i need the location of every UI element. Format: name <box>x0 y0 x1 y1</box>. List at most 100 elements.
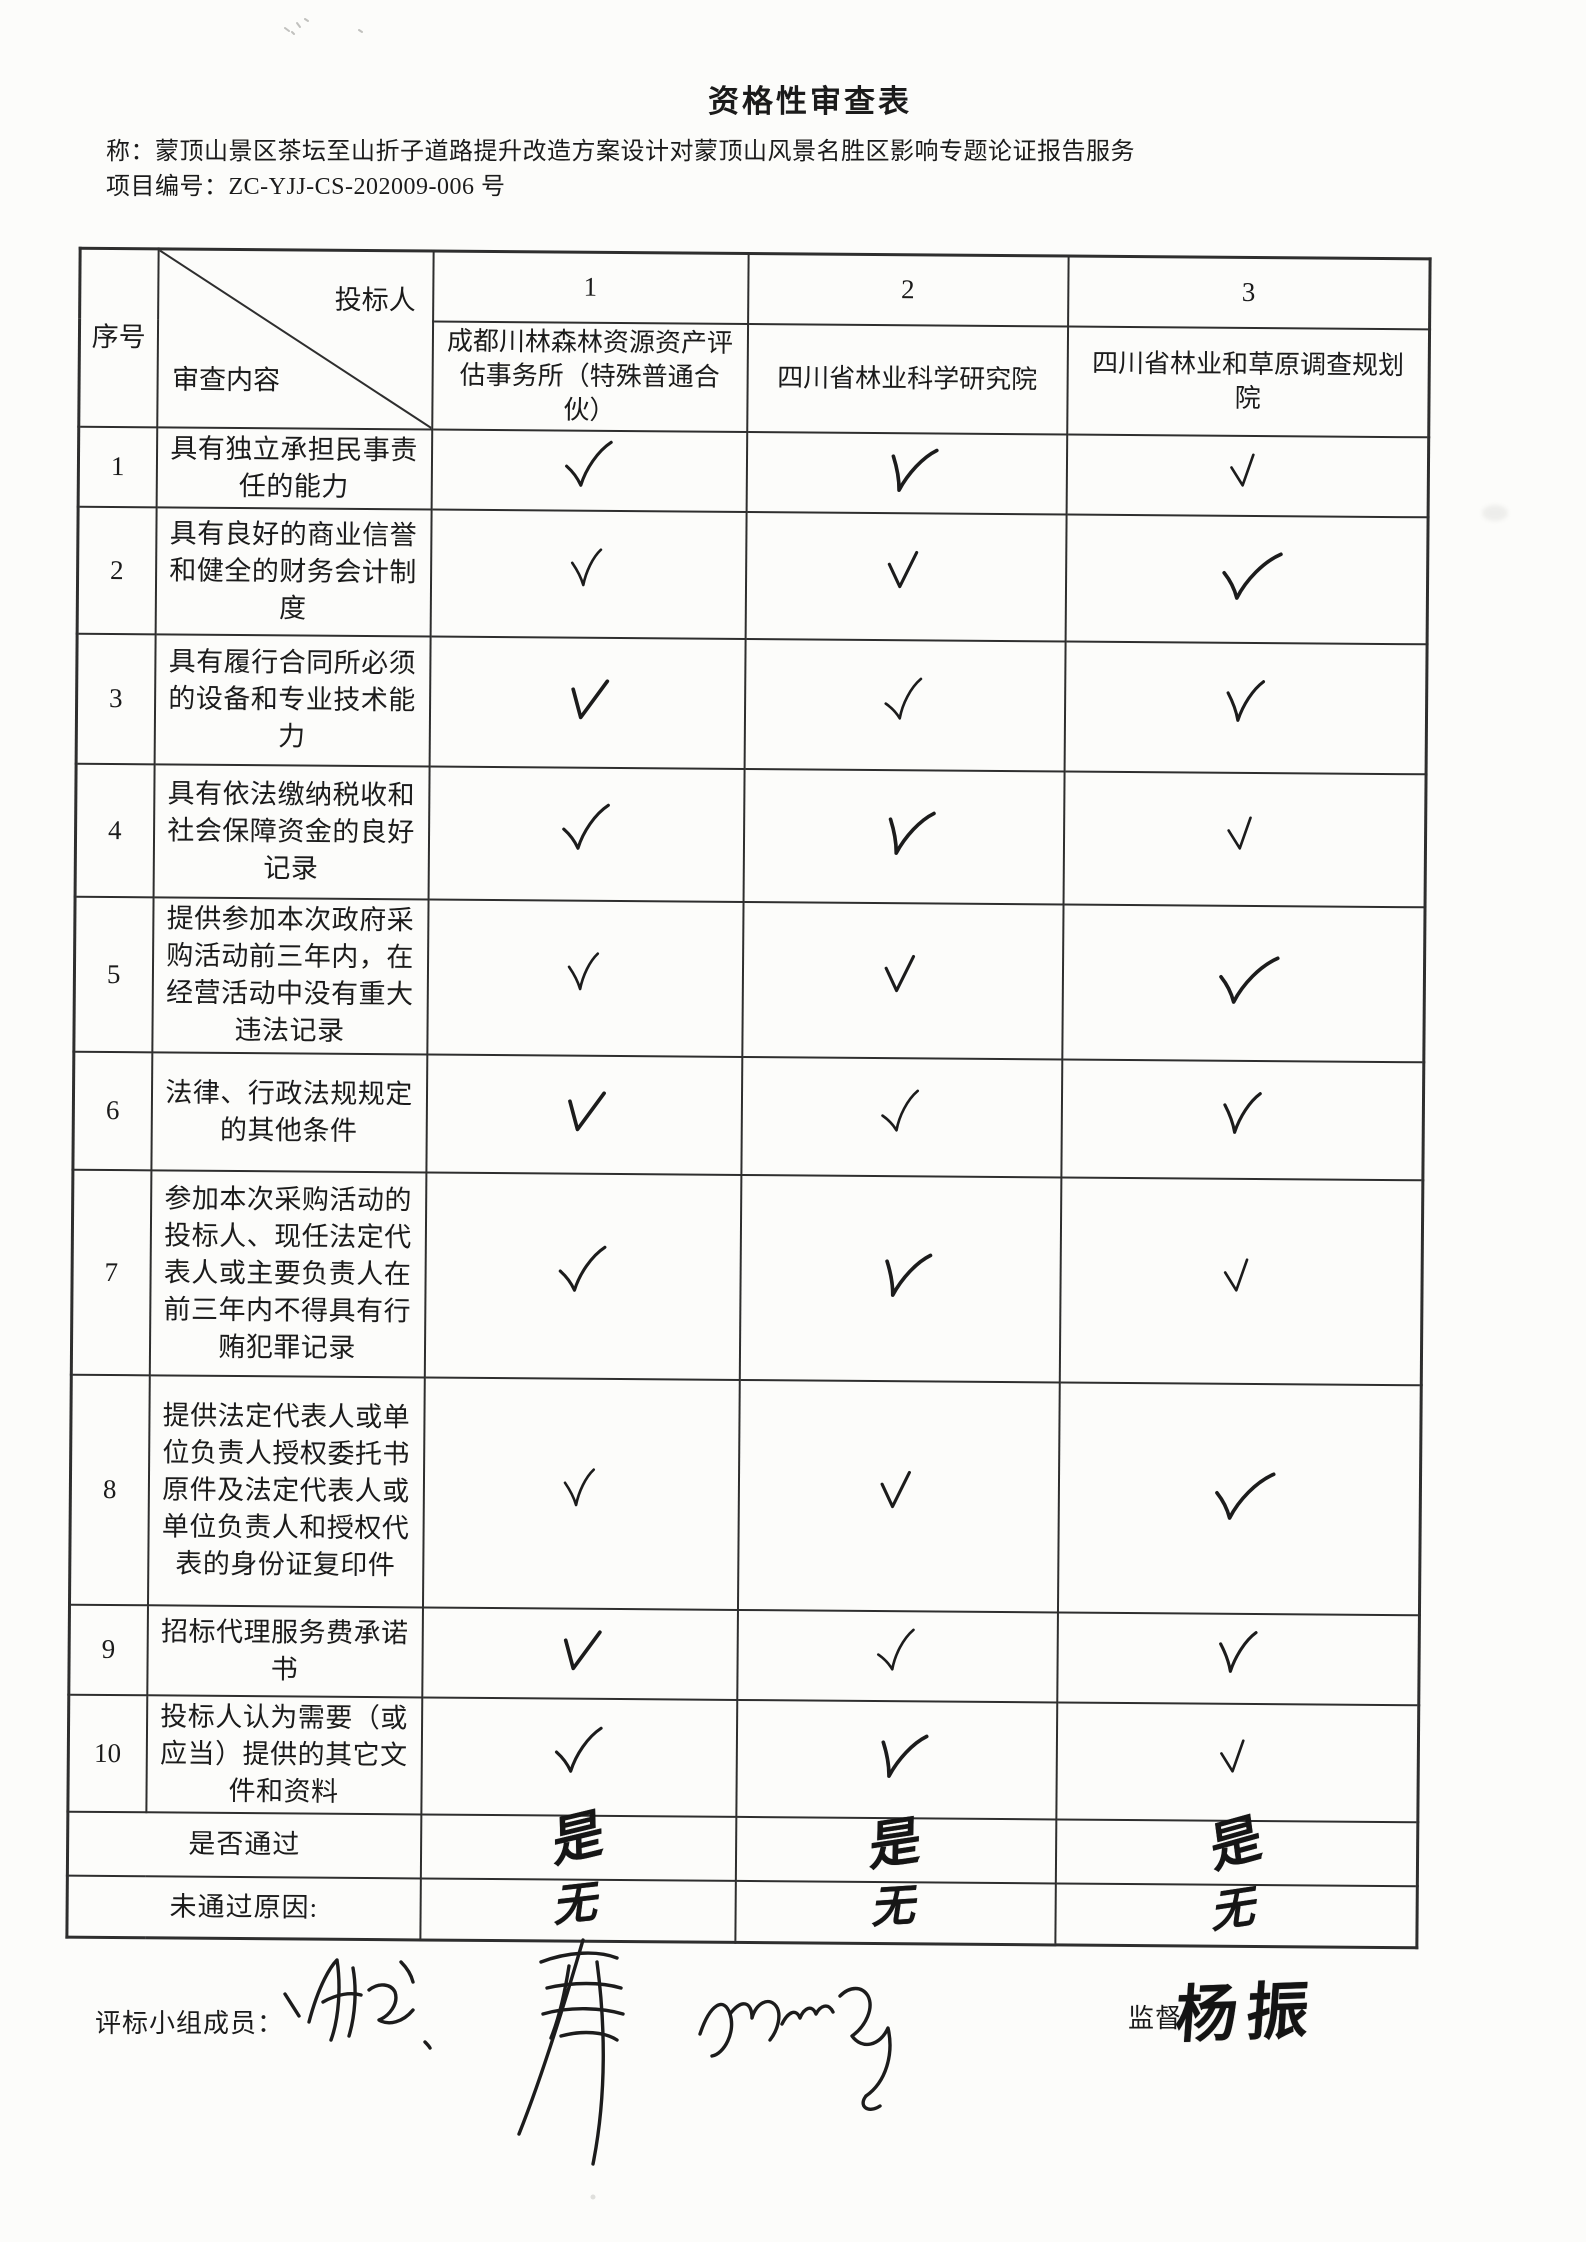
criteria-axis-label: 审查内容 <box>172 363 281 395</box>
row-criteria: 具有依法缴纳税收和社会保障资金的良好记录 <box>153 763 430 899</box>
check-cell: ✓ <box>1065 513 1429 644</box>
check-cell: ✓ <box>424 1171 741 1380</box>
check-cell: ✓ <box>431 428 747 512</box>
fail-cell-3: 无 <box>1054 1880 1418 1948</box>
fail-reason-label: 未通过原因: <box>66 1875 421 1940</box>
project-number-value: ZC-YJJ-CS-202009-006 号 <box>228 174 506 200</box>
row-criteria: 提供参加本次政府采购活动前三年内，在经营活动中没有重大违法记录 <box>151 896 429 1054</box>
check-cell: ✓ <box>1055 1701 1419 1822</box>
check-cell: ✓ <box>735 1699 1057 1819</box>
fail-reason-row: 未通过原因: 无 无 无 <box>66 1875 1418 1948</box>
checkmark-icon: ✓ <box>870 436 949 517</box>
checkmark-icon: ✓ <box>1213 675 1277 741</box>
pass-label: 是否通过 <box>67 1811 421 1878</box>
pass-cell-2: 是 <box>735 1811 1056 1883</box>
checkmark-icon: ✓ <box>874 543 938 609</box>
supervisor-label: 监督： <box>1128 2004 1210 2033</box>
handwritten-none-1: 无 <box>552 1876 603 1932</box>
check-cell: ✓ <box>420 1696 737 1817</box>
row-number: 5 <box>73 896 154 1052</box>
checkmark-icon: ✓ <box>1207 946 1286 1027</box>
bidder-2-number: 2 <box>747 253 1069 326</box>
project-name-line: 称：蒙顶山景区茶坛至山折子道路提升改造方案设计对蒙顶山风景名胜区影响专题论证报告… <box>106 131 1546 166</box>
check-cell: ✓ <box>1064 640 1428 774</box>
pass-row: 是否通过 是 是 是 <box>67 1804 1418 1886</box>
checkmark-icon: ✓ <box>557 437 621 503</box>
check-cell: ✓ <box>736 1609 1058 1702</box>
checkmark-icon: ✓ <box>1217 445 1277 506</box>
checkmark-icon: ✓ <box>864 1242 943 1323</box>
checkmark-icon: ✓ <box>1203 1462 1282 1543</box>
checkmark-icon: ✓ <box>551 1243 615 1309</box>
page-title: 资格性审查表 <box>708 84 912 119</box>
row-number: 9 <box>68 1604 148 1695</box>
checkmark-icon: ✓ <box>867 1625 927 1686</box>
diagonal-line <box>158 250 432 428</box>
scan-speck <box>590 2194 596 2200</box>
seq-header: 序号 <box>78 248 159 427</box>
row-criteria: 法律、行政法规规定的其他条件 <box>150 1051 427 1172</box>
checkmark-icon: ✓ <box>871 947 935 1013</box>
qualification-review-table: 序号 投标人 审查内容 1 2 3 成都川林森林资源资产评估事务所（特殊普通合伙… <box>65 246 1432 1950</box>
check-cell: ✓ <box>740 1056 1062 1177</box>
row-criteria: 提供法定代表人或单位负责人授权委托书原件及法定代表人或单位负责人和授权代表的身份… <box>147 1374 425 1607</box>
checkmark-icon: ✓ <box>1206 1626 1270 1692</box>
check-cell: ✓ <box>1060 1058 1424 1180</box>
checkmark-icon: ✓ <box>547 1724 611 1790</box>
row-number: 1 <box>78 426 157 507</box>
table-row: 7 参加本次采购活动的投标人、现任法定代表人或主要负责人在前三年内不得具有行贿犯罪… <box>71 1169 1423 1385</box>
check-cell: ✓ <box>421 1606 738 1700</box>
checkmark-icon: ✓ <box>867 1463 931 1529</box>
check-cell: ✓ <box>1063 770 1427 907</box>
project-number-label: 项目编号： <box>106 174 229 200</box>
check-cell: ✓ <box>426 898 744 1057</box>
checkmark-icon: ✓ <box>548 1078 627 1159</box>
checkmark-icon: ✓ <box>1211 1250 1271 1311</box>
pencil-marks <box>284 18 363 35</box>
handwritten-pass-2: 是 <box>869 1811 923 1878</box>
check-cell: ✓ <box>1059 1176 1423 1385</box>
row-criteria: 投标人认为需要（或应当）提供的其它文件和资料 <box>145 1694 422 1814</box>
check-cell: ✓ <box>1057 1381 1422 1615</box>
project-name-value: 蒙顶山景区茶坛至山折子道路提升改造方案设计对蒙顶山风景名胜区影响专题论证报告服务 <box>155 139 1135 165</box>
pass-cell-1: 是 <box>420 1804 736 1881</box>
check-cell: ✓ <box>746 431 1067 514</box>
row-number: 2 <box>77 506 157 634</box>
checkmark-icon: ✓ <box>551 1463 611 1524</box>
diagonal-header-cell: 投标人 审查内容 <box>156 248 434 429</box>
checkmark-icon: ✓ <box>551 666 630 747</box>
row-number: 6 <box>72 1051 152 1170</box>
table-wrapper: 序号 投标人 审查内容 1 2 3 成都川林森林资源资产评估事务所（特殊普通合伙… <box>65 246 1432 1950</box>
committee-signature-3 <box>698 1986 892 2111</box>
checkmark-icon: ✓ <box>558 543 618 604</box>
committee-label: 评标小组成员： <box>95 2009 285 2038</box>
row-number: 4 <box>75 763 155 897</box>
checkmark-icon: ✓ <box>1207 1731 1267 1792</box>
row-number: 10 <box>67 1694 147 1812</box>
checkmark-icon: ✓ <box>1210 542 1289 623</box>
check-cell: ✓ <box>425 1053 742 1175</box>
handwritten-pass-3: 是 <box>1207 1808 1266 1880</box>
check-cell: ✓ <box>737 1379 1060 1612</box>
fail-cell-2: 无 <box>734 1880 1056 1945</box>
handwritten-none-3: 无 <box>1210 1880 1261 1938</box>
check-cell: ✓ <box>745 511 1067 641</box>
check-cell: ✓ <box>744 638 1066 771</box>
checkmark-icon: ✓ <box>1214 808 1274 869</box>
bidder-axis-label: 投标人 <box>334 284 416 316</box>
committee-signature-2 <box>517 1938 625 2166</box>
bidder-3-name: 四川省林业和草原调查规划院 <box>1066 325 1430 437</box>
checkmark-icon: ✓ <box>871 1086 931 1147</box>
row-criteria: 具有良好的商业信誉和健全的财务会计制度 <box>155 506 432 636</box>
bidder-2-name: 四川省林业科学研究院 <box>746 323 1068 434</box>
header-number-row: 序号 投标人 审查内容 1 2 3 <box>78 248 1431 429</box>
row-criteria: 具有独立承担民事责任的能力 <box>156 426 432 509</box>
row-number: 3 <box>76 633 156 764</box>
